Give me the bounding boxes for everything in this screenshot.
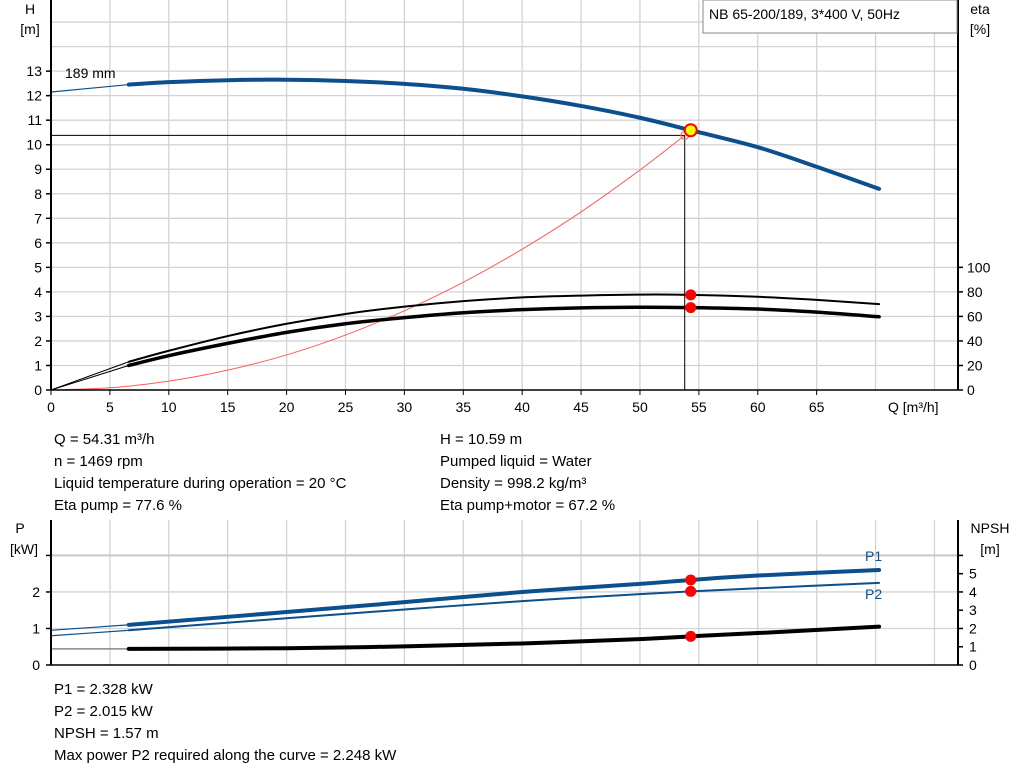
x-tick-label: 10	[161, 399, 177, 415]
info-bottom: P1 = 2.328 kW P2 = 2.015 kW NPSH = 1.57 …	[54, 679, 396, 767]
duty-point-marker	[683, 123, 698, 138]
info-liquid: Pumped liquid = Water	[440, 453, 592, 470]
info-top-left: Q = 54.31 m³/h n = 1469 rpm Liquid tempe…	[54, 429, 346, 517]
p1-label: P1	[865, 548, 882, 564]
eta-pump-curve	[127, 293, 881, 363]
y-left-tick-label: 11	[27, 112, 42, 128]
labels: 0 5 10 15 20 25 30 35 40 45 50 55 60 65 Q [m³/h]012345…	[10, 0, 1009, 673]
x-tick-label: 35	[455, 399, 471, 415]
y-left-tick-label: 1	[34, 357, 42, 373]
legend-box-text: NB 65-200/189, 3*400 V, 50Hz	[709, 6, 900, 22]
x-tick-label: 40	[514, 399, 530, 415]
curves	[50, 77, 882, 651]
y-right-axis-label: NPSH	[971, 520, 1010, 536]
y-left-axis-unit: [kW]	[10, 541, 38, 557]
y-left-axis-label: P	[15, 520, 24, 536]
y-left-tick-label: 0	[34, 382, 42, 398]
y-right-tick-label: 100	[967, 259, 991, 275]
y-right-tick-label: 0	[969, 657, 977, 673]
y-left-tick-label: 3	[34, 308, 42, 324]
x-tick-label: 45	[573, 399, 589, 415]
x-tick-label: 15	[220, 399, 236, 415]
p1-point	[685, 574, 697, 586]
info-top-right: H = 10.59 m Pumped liquid = Water Densit…	[440, 429, 615, 517]
p2-curve	[127, 581, 881, 632]
x-tick-label: 20	[279, 399, 295, 415]
x-tick-label: 0	[47, 399, 55, 415]
p2-point	[685, 585, 697, 597]
y-left-axis-label: H	[25, 1, 35, 17]
info-eta-pump: Eta pump = 77.6 %	[54, 497, 182, 514]
curve-diameter-label: 189 mm	[65, 65, 116, 81]
eta-pump-motor-point	[685, 302, 697, 314]
y-left-tick-label: 8	[34, 186, 42, 202]
y-right-tick-label: 2	[969, 620, 977, 636]
x-tick-label: 55	[691, 399, 707, 415]
info-flow: Q = 54.31 m³/h	[54, 431, 155, 448]
y-left-axis-unit: [m]	[20, 21, 39, 37]
info-density: Density = 998.2 kg/m³	[440, 475, 587, 492]
legend-box	[702, 0, 958, 34]
y-right-axis-unit: [%]	[970, 21, 990, 37]
x-tick-label: 65	[809, 399, 825, 415]
eta-pump-motor-curve	[126, 305, 881, 368]
y-right-tick-label: 40	[967, 333, 983, 349]
y-left-tick-label: 13	[26, 63, 42, 79]
y-left-tick-label: 9	[34, 161, 42, 177]
y-left-tick-label: 10	[26, 137, 42, 153]
x-tick-label: 50	[632, 399, 648, 415]
info-eta-pump-motor: Eta pump+motor = 67.2 %	[440, 497, 616, 514]
y-left-tick-label: 4	[34, 284, 42, 300]
y-left-tick-label: 6	[34, 235, 42, 251]
head-curve	[126, 77, 882, 191]
info-temperature: Liquid temperature during operation = 20…	[54, 475, 347, 492]
y-left-tick-label: 5	[34, 259, 42, 275]
npsh-point	[685, 630, 697, 642]
top-chart-grid	[51, 0, 958, 390]
npsh-curve	[126, 624, 882, 651]
y-left-tick-label: 2	[34, 333, 42, 349]
p1-curve-extension	[50, 624, 129, 631]
y-right-tick-label: 60	[967, 308, 983, 324]
info-head: H = 10.59 m	[440, 431, 523, 448]
head-curve-extension	[50, 84, 129, 93]
y-left-tick-label: 12	[26, 88, 42, 104]
p1-curve	[126, 568, 882, 627]
x-tick-label: 25	[338, 399, 354, 415]
system-curve	[50, 135, 686, 391]
x-axis-label: Q [m³/h]	[888, 399, 939, 415]
p2-curve-extension	[50, 629, 129, 637]
info-p1: P1 = 2.328 kW	[54, 681, 153, 698]
y-right-tick-label: 0	[967, 382, 975, 398]
y-right-axis-label: eta	[970, 1, 990, 17]
x-tick-label: 60	[750, 399, 766, 415]
y-right-tick-label: 1	[969, 639, 977, 655]
eta-pump-motor-curve-extension	[50, 364, 129, 391]
y-right-tick-label: 4	[969, 584, 977, 600]
y-right-tick-label: 20	[967, 357, 983, 373]
info-speed: n = 1469 rpm	[54, 453, 143, 470]
x-tick-label: 30	[397, 399, 413, 415]
y-left-tick-label: 2	[32, 584, 40, 600]
y-left-tick-label: 0	[32, 657, 40, 673]
y-right-tick-label: 3	[969, 602, 977, 618]
y-right-axis-unit: [m]	[980, 541, 999, 557]
eta-pump-point	[685, 289, 697, 301]
p2-label: P2	[865, 586, 882, 602]
y-left-tick-label: 1	[32, 620, 40, 636]
info-npsh: NPSH = 1.57 m	[54, 725, 159, 742]
x-tick-label: 5	[106, 399, 114, 415]
info-p2: P2 = 2.015 kW	[54, 703, 153, 720]
info-max-power: Max power P2 required along the curve = …	[54, 747, 397, 764]
axes	[46, 0, 963, 666]
y-right-tick-label: 80	[967, 284, 983, 300]
y-left-tick-label: 7	[34, 210, 42, 226]
y-right-tick-label: 5	[969, 566, 977, 582]
